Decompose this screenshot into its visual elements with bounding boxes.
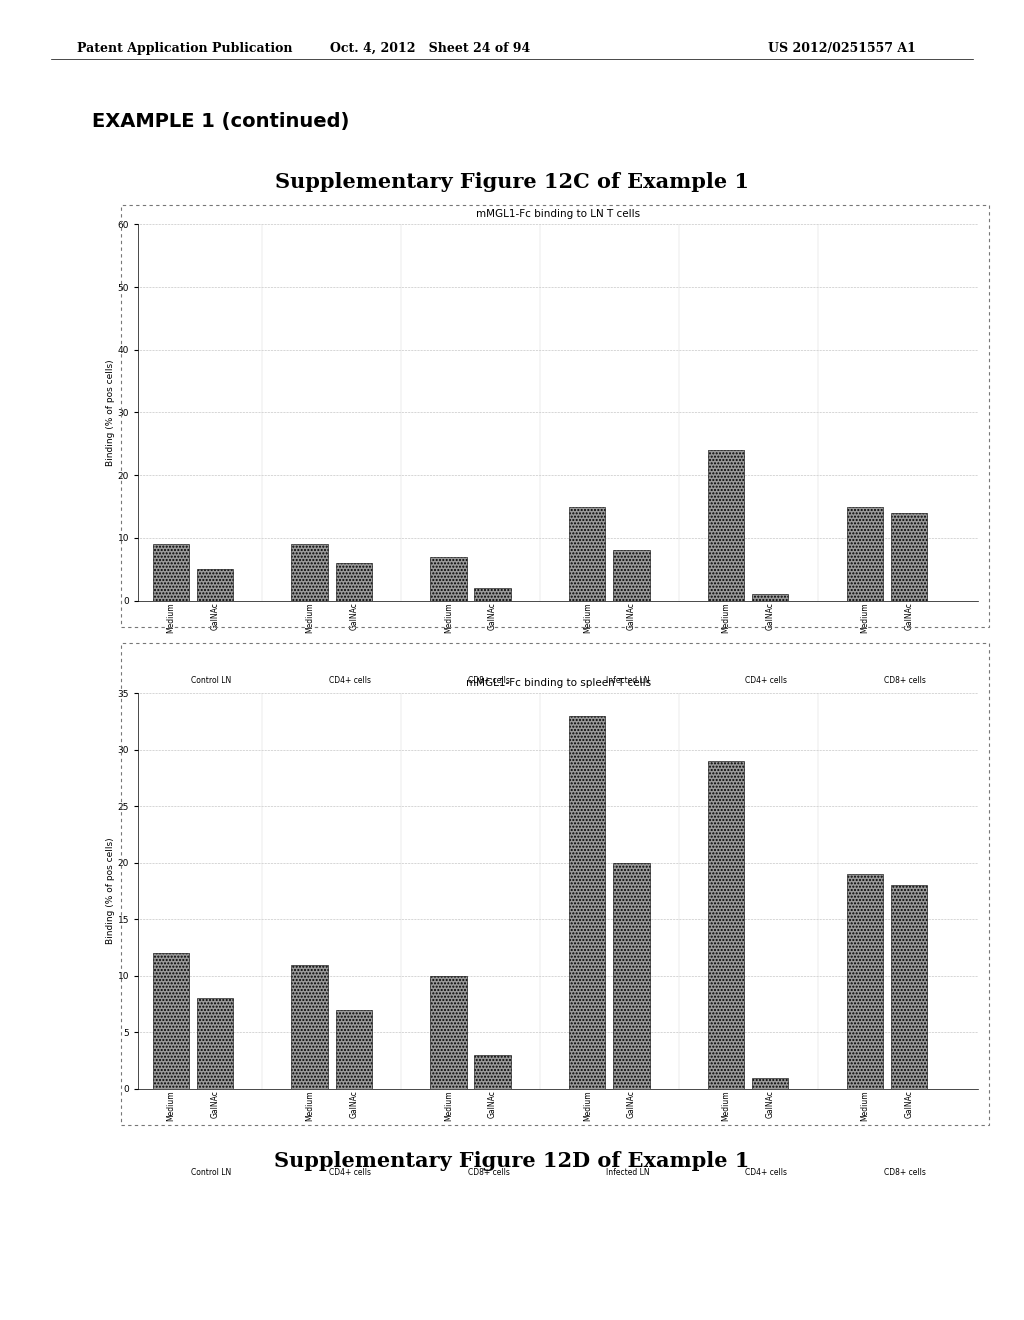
Text: CD4+ cells: CD4+ cells [329,1168,371,1177]
Bar [613,863,649,1089]
Bar [708,760,744,1089]
Bar [891,512,928,601]
Text: Infected LN: Infected LN [606,1168,649,1177]
Text: CD8+ cells: CD8+ cells [468,1168,510,1177]
Text: CD4+ cells: CD4+ cells [329,676,371,685]
Text: CD8+ cells: CD8+ cells [468,676,510,685]
Bar [569,507,605,601]
Bar [569,715,605,1089]
Text: Supplementary Figure 12D of Example 1: Supplementary Figure 12D of Example 1 [274,1151,750,1171]
Bar [752,1077,788,1089]
Text: US 2012/0251557 A1: US 2012/0251557 A1 [768,42,915,55]
Text: Patent Application Publication: Patent Application Publication [77,42,292,55]
Bar [430,557,467,601]
Text: EXAMPLE 1 (continued): EXAMPLE 1 (continued) [92,112,349,131]
Bar [292,544,328,601]
Bar [292,965,328,1089]
Bar [336,562,372,601]
Text: CD8+ cells: CD8+ cells [885,676,926,685]
Bar [474,589,511,601]
Bar [847,507,883,601]
Bar [197,569,233,601]
Text: Control LN: Control LN [190,676,231,685]
Text: CD4+ cells: CD4+ cells [745,1168,787,1177]
Bar [430,975,467,1089]
Bar [708,450,744,601]
Bar [336,1010,372,1089]
Text: CD4+ cells: CD4+ cells [745,676,787,685]
Bar [153,953,188,1089]
Bar [197,998,233,1089]
Text: Supplementary Figure 12C of Example 1: Supplementary Figure 12C of Example 1 [275,172,749,191]
Text: Infected LN: Infected LN [606,676,649,685]
Text: Oct. 4, 2012   Sheet 24 of 94: Oct. 4, 2012 Sheet 24 of 94 [330,42,530,55]
Bar [474,1055,511,1089]
Text: CD8+ cells: CD8+ cells [885,1168,926,1177]
Y-axis label: Binding (% of pos cells): Binding (% of pos cells) [105,359,115,466]
Bar [752,594,788,601]
Bar [613,550,649,601]
Bar [891,886,928,1089]
Bar [153,544,188,601]
Bar [847,874,883,1089]
Title: mMGL1-Fc binding to spleen T cells: mMGL1-Fc binding to spleen T cells [466,678,650,688]
Y-axis label: Binding (% of pos cells): Binding (% of pos cells) [105,838,115,944]
Text: Control LN: Control LN [190,1168,231,1177]
Title: mMGL1-Fc binding to LN T cells: mMGL1-Fc binding to LN T cells [476,210,640,219]
